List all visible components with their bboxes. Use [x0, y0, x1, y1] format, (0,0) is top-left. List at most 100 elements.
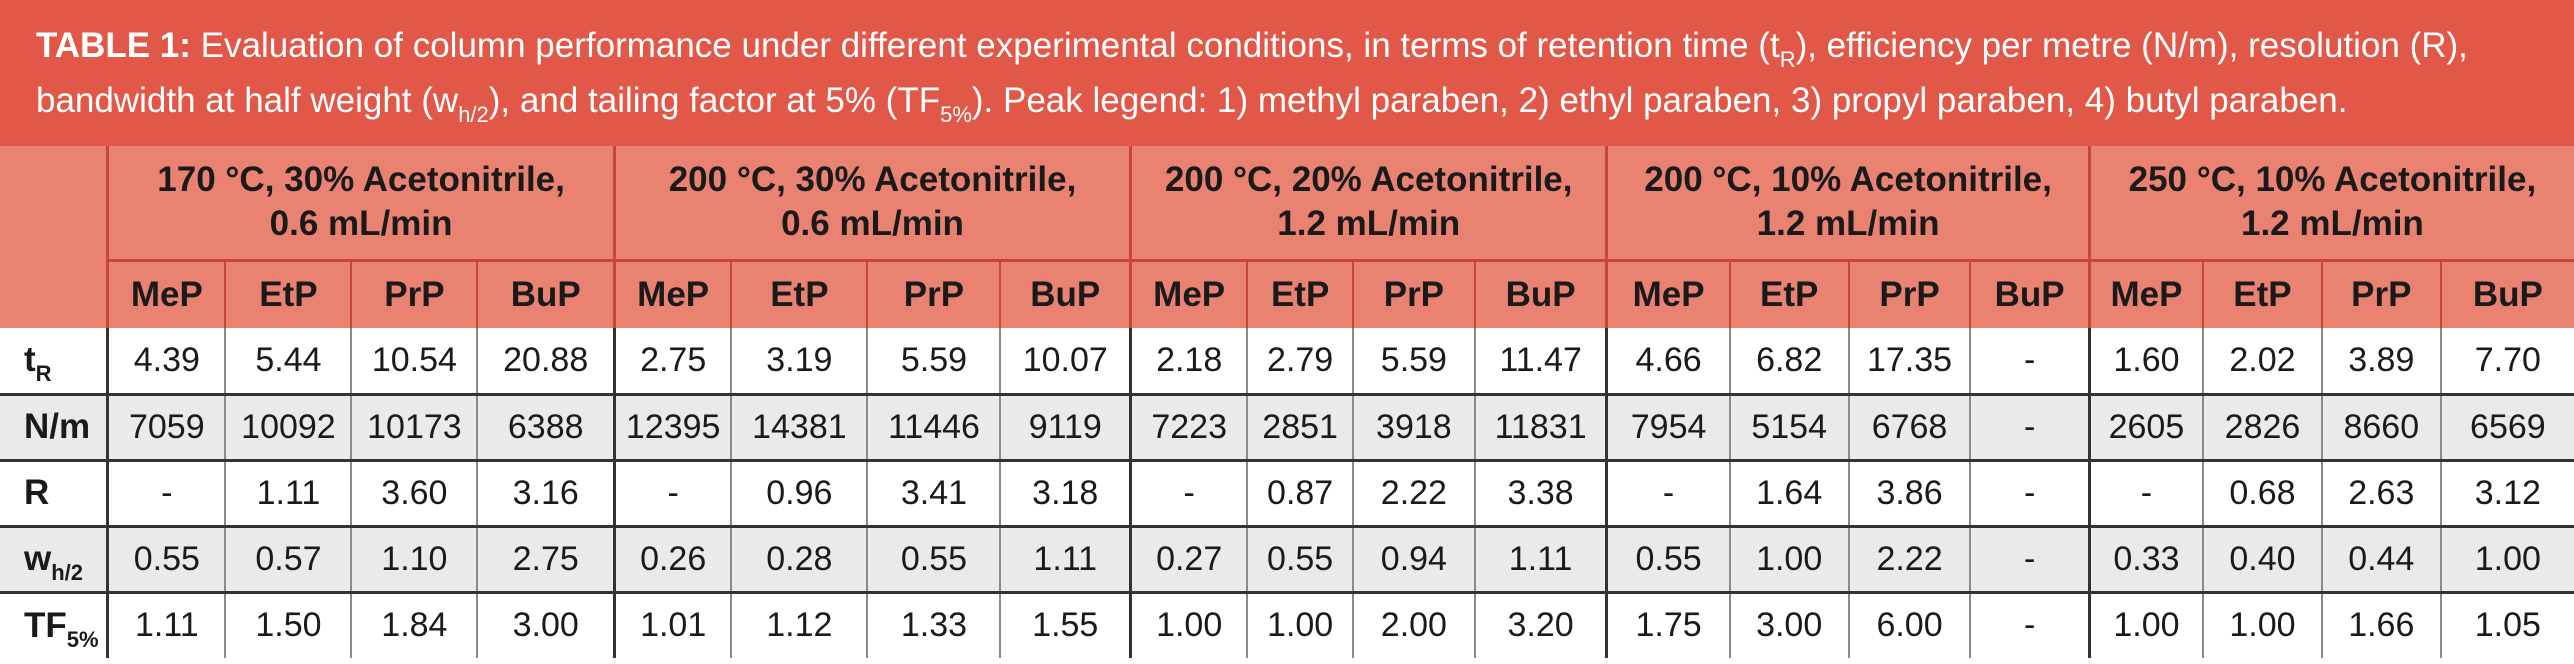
row-label: TF5% [0, 590, 108, 658]
table-cell: 2.79 [1246, 328, 1353, 394]
table-cell: 5.59 [866, 328, 1001, 394]
table-cell: 1.05 [2439, 590, 2574, 658]
table-cell: 6569 [2439, 392, 2574, 460]
table-cell: 2.63 [2320, 458, 2441, 526]
table-cell: 6.00 [1847, 590, 1971, 658]
table-cell: 1.55 [999, 590, 1131, 658]
condition-line-2: 0.6 mL/min [781, 204, 964, 244]
condition-line-2: 1.2 mL/min [2240, 204, 2424, 244]
condition-line-1: 200 °C, 30% Acetonitrile, [668, 160, 1077, 200]
table-cell: 2605 [2087, 392, 2204, 460]
table-cell: 3.86 [1847, 458, 1971, 526]
table-cell: 1.11 [1473, 524, 1607, 592]
analyte-header: MeP [1129, 260, 1248, 328]
analyte-header: PrP [1847, 260, 1971, 328]
table-cell: 0.27 [1129, 524, 1248, 592]
caption-subscript-1: R [1779, 47, 1796, 72]
table-cell: 0.55 [106, 524, 226, 592]
table-cell: 11831 [1473, 392, 1607, 460]
table-cell: 1.00 [1728, 524, 1849, 592]
table-cell: 0.57 [224, 524, 352, 592]
table-cell: 2.02 [2202, 328, 2322, 394]
table-cell: 0.96 [730, 458, 868, 526]
table-row: wh/2 0.55 0.57 1.10 2.75 0.26 0.28 0.55 1.11 0.27… [0, 524, 2574, 592]
table-cell: 6.82 [1728, 328, 1849, 394]
table-cell: 3.89 [2320, 328, 2441, 394]
table-cell: 3.00 [476, 590, 615, 658]
table-cell: 3918 [1351, 392, 1475, 460]
table-cell: 17.35 [1847, 328, 1971, 394]
table-cell: 5.59 [1351, 328, 1475, 394]
row-label-subscript: R [35, 361, 52, 387]
table-cell: 1.10 [350, 524, 478, 592]
condition-header: 200 °C, 10% Acetonitrile, 1.2 mL/min [1605, 146, 2090, 262]
row-label: tR [0, 328, 108, 394]
row-label-text: t [24, 340, 36, 380]
table-cell: 10092 [224, 392, 352, 460]
table-row: R -1.11 3.60 3.16-0.96 3.41 3.18-0.87 2.22 3.38… [0, 458, 2574, 526]
table-cell: 10173 [350, 392, 478, 460]
table-row: N/m 7059 10092 10173 6388 12395 14381 11446 9119… [0, 392, 2574, 460]
table-cell: 3.38 [1473, 458, 1607, 526]
table-cell: 1.12 [730, 590, 868, 658]
table-cell: 7954 [1605, 392, 1730, 460]
table-cell: 1.64 [1728, 458, 1849, 526]
table-cell: - [1969, 590, 2090, 658]
table-cell: 6768 [1847, 392, 1971, 460]
table-cell: 1.00 [1246, 590, 1353, 658]
table-cell: 7223 [1129, 392, 1248, 460]
table-cell: - [1969, 524, 2090, 592]
table-cell: 14381 [730, 392, 868, 460]
condition-header: 170 °C, 30% Acetonitrile, 0.6 mL/min [106, 146, 615, 262]
condition-line-2: 1.2 mL/min [1277, 204, 1461, 244]
row-label-subscript: 5% [66, 626, 99, 652]
table-cell: - [1129, 458, 1248, 526]
analyte-header: BuP [1969, 260, 2090, 328]
table-cell: 9119 [999, 392, 1131, 460]
row-label-text: N/m [24, 407, 91, 446]
analyte-header: PrP [2320, 260, 2441, 328]
row-label: N/m [0, 392, 108, 460]
results-table: 170 °C, 30% Acetonitrile, 0.6 mL/min 200 °… [0, 146, 2574, 658]
table-cell: - [1969, 458, 2090, 526]
table-cell: 0.28 [730, 524, 868, 592]
table-cell: 1.00 [1129, 590, 1248, 658]
table-cell: 10.54 [350, 328, 478, 394]
table-row: tR 4.39 5.44 10.54 20.88 2.75 3.19 5.59 10.07 2.1… [0, 328, 2574, 394]
analyte-header: PrP [350, 260, 478, 328]
table-cell: 1.75 [1605, 590, 1730, 658]
table-cell: 0.26 [613, 524, 732, 592]
table-cell: - [2087, 458, 2204, 526]
table-cell: 3.18 [999, 458, 1131, 526]
condition-line-1: 170 °C, 30% Acetonitrile, [157, 160, 565, 200]
table-cell: 3.00 [1728, 590, 1849, 658]
analyte-header: BuP [2439, 260, 2574, 328]
caption-text-4: ). Peak legend: 1) methyl paraben, 2) et… [971, 81, 2348, 120]
analyte-header: MeP [1605, 260, 1730, 328]
table-cell: - [106, 458, 226, 526]
table-row: TF5% 1.11 1.50 1.84 3.00 1.01 1.12 1.33 1.55 1.00… [0, 590, 2574, 658]
row-label-text: R [24, 473, 50, 512]
analyte-header-row: MeP EtP PrP BuP MeP EtP PrP BuP MeP EtP PrP BuP MeP E… [0, 260, 2574, 328]
condition-header: 250 °C, 10% Acetonitrile, 1.2 mL/min [2087, 146, 2574, 262]
condition-line-1: 200 °C, 20% Acetonitrile, [1164, 160, 1573, 200]
corner-cell [0, 146, 108, 260]
caption-text-1: Evaluation of column performance under d… [190, 26, 1780, 65]
caption-subscript-3: 5% [940, 102, 972, 127]
table-cell: 1.00 [2202, 590, 2322, 658]
corner-cell [0, 260, 108, 328]
caption-text-3: ), and tailing factor at 5% (TF [488, 81, 941, 120]
table-cell: 2.75 [613, 328, 732, 394]
table-cell: 1.60 [2087, 328, 2204, 394]
condition-line-1: 250 °C, 10% Acetonitrile, [2128, 160, 2537, 200]
table-cell: - [1969, 328, 2090, 394]
table-cell: 3.19 [730, 328, 868, 394]
table-cell: 0.40 [2202, 524, 2322, 592]
analyte-header: EtP [1246, 260, 1353, 328]
row-label-subscript: h/2 [51, 560, 84, 585]
condition-header-row: 170 °C, 30% Acetonitrile, 0.6 mL/min 200 °… [0, 146, 2574, 262]
table-body: tR 4.39 5.44 10.54 20.88 2.75 3.19 5.59 10.07 2.1… [0, 328, 2574, 658]
table-cell: 3.60 [350, 458, 478, 526]
analyte-header: BuP [999, 260, 1131, 328]
row-label: R [0, 458, 108, 526]
